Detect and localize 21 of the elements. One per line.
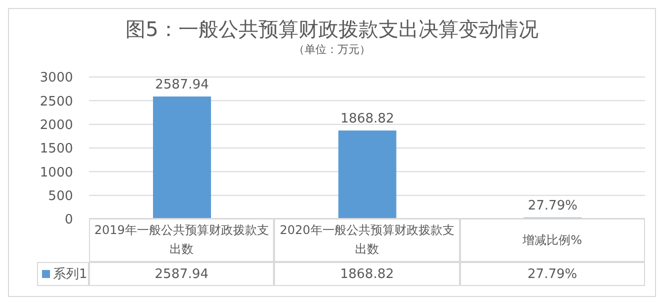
- y-tick-label: 2000: [40, 118, 73, 133]
- data-label: 2587.94: [89, 262, 274, 286]
- x-tick-label: 2019年一般公共预算财政拨款支出数: [89, 218, 274, 262]
- y-tick-label: 2500: [40, 94, 73, 110]
- chart-subtitle: （单位：万元）: [292, 43, 372, 57]
- chart-title: 图5：一般公共预算财政拨款支出决算变动情况: [124, 16, 540, 43]
- bar: [338, 130, 396, 219]
- y-tick-label: 1500: [40, 142, 73, 157]
- y-tick-label: 500: [48, 188, 73, 204]
- text: 2587.94: [155, 78, 209, 93]
- legend-label: 系列1: [37, 262, 89, 286]
- x-tick-label: 增减比例%: [460, 218, 645, 262]
- x-tick-label: 2020年一般公共预算财政拨款支出数: [274, 218, 460, 262]
- y-tick-label: 0: [64, 212, 73, 228]
- y-tick-label: 3000: [40, 70, 73, 86]
- bar: [153, 96, 211, 219]
- data-label: 27.79%: [460, 262, 645, 286]
- y-tick-label: 1000: [40, 165, 73, 180]
- data-label: 1868.82: [274, 262, 460, 286]
- text: 27.79%: [528, 198, 578, 214]
- text: 1868.82: [340, 112, 394, 127]
